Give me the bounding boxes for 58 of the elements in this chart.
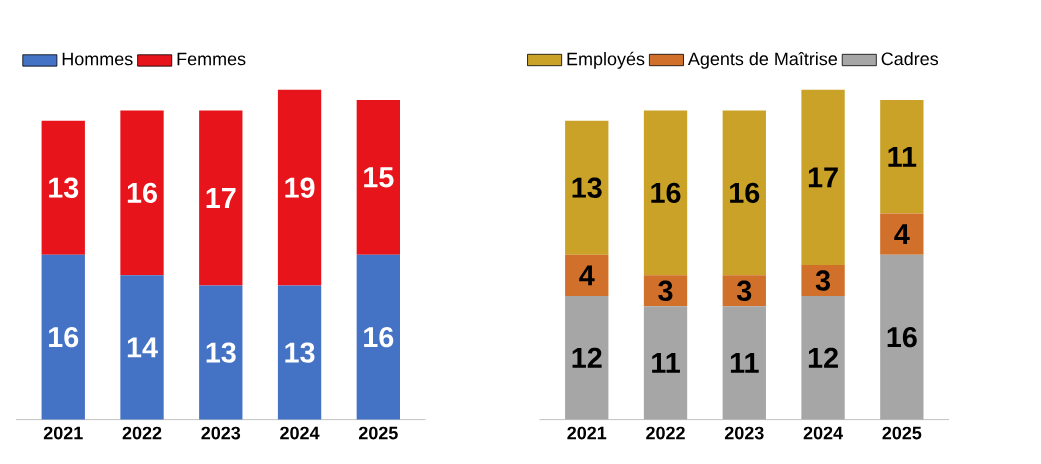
bar (199, 285, 243, 420)
bar (41, 254, 85, 420)
data-label: 11 (888, 147, 917, 167)
x-tick-label: 2024 (803, 426, 843, 440)
x-tick-label: 2025 (358, 426, 398, 440)
data-label: 12 (808, 347, 838, 369)
legend-label: Hommes (62, 52, 133, 66)
x-tick-label: 2024 (280, 426, 320, 440)
data-label: 3 (736, 280, 752, 302)
bar (801, 90, 845, 266)
x-tick-label: 2021 (567, 426, 607, 440)
data-label: 17 (808, 167, 838, 188)
x-tick-label: 2023 (201, 426, 241, 440)
data-label: 14 (127, 337, 158, 358)
data-label: 17 (206, 188, 236, 209)
x-tick-label: 2022 (646, 426, 685, 440)
legend-label: Agents de Maîtrise (687, 52, 838, 69)
data-label: 3 (815, 270, 831, 291)
bar (565, 254, 609, 297)
data-label: 11 (652, 353, 680, 374)
x-tick-label: 2025 (882, 426, 922, 440)
x-tick-label: 2021 (43, 426, 83, 440)
data-label: 16 (49, 327, 79, 348)
data-label: 13 (49, 177, 79, 199)
bar (643, 110, 688, 276)
data-label: 16 (651, 182, 681, 204)
data-label: 16 (127, 182, 157, 204)
legend-label: Femmes (177, 52, 246, 66)
data-label: 16 (364, 327, 394, 348)
bar (199, 110, 243, 286)
bar (120, 275, 164, 420)
bar (120, 110, 164, 276)
data-label: 4 (579, 265, 595, 286)
bar (277, 285, 322, 420)
legend-label: Cadres (881, 52, 939, 66)
bar (356, 254, 400, 420)
bar (880, 100, 924, 214)
bar (722, 110, 766, 276)
data-label: 11 (730, 353, 759, 374)
data-label: 16 (730, 182, 760, 204)
data-label: 13 (206, 342, 236, 364)
data-label: 12 (572, 347, 602, 369)
bar (356, 100, 400, 255)
bar (41, 120, 85, 255)
x-tick-label: 2023 (724, 426, 764, 440)
bar (565, 120, 609, 255)
data-label: 13 (285, 342, 315, 364)
legend-label: Employés (567, 52, 645, 70)
data-label: 16 (887, 327, 917, 348)
data-label: 13 (572, 177, 602, 199)
data-label: 15 (364, 167, 394, 188)
data-label: 3 (658, 280, 673, 302)
data-label: 19 (285, 177, 315, 199)
data-label: 4 (894, 224, 910, 245)
bar (277, 90, 322, 286)
bar (880, 213, 924, 255)
x-tick-label: 2022 (122, 426, 162, 440)
bar (801, 265, 845, 297)
